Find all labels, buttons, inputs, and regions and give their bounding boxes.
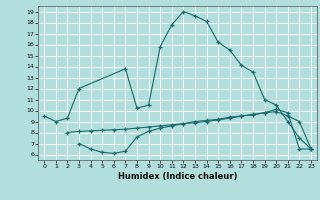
X-axis label: Humidex (Indice chaleur): Humidex (Indice chaleur) [118, 172, 237, 181]
